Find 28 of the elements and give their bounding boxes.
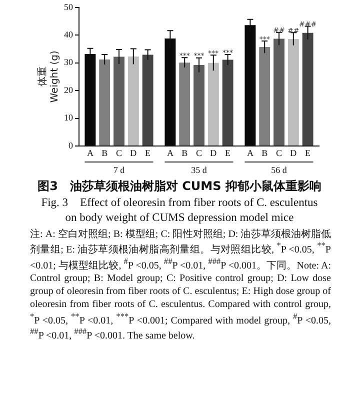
text: E [305,148,311,158]
y-tick-label: 20 [64,84,74,95]
text: E [225,148,231,158]
text: D [290,148,297,158]
y-tick-label: 0 [68,140,74,150]
text: A [166,148,174,158]
text: D [210,148,217,158]
text: 图3 油莎草须根油树脂对 CUMS 抑郁小鼠体重影响 [36,178,322,195]
text: 注: A: 空白对照组; B: 模型组; C: 阳性对照组; D: 油莎草须根油树脂低剂量组; E: 油莎草须根油树脂高剂量组。与对照组比较, $^{*}$P <0.05, $^{**}$P <0.01; 与模型组比较, $^{#}$P <0.05, $^{##}$P <0.01, $^{###}$P <0.001。下同。Note: A: Control group; B: Model group; C: Positive control group; D: Low dose group of oleoresin from fiber roots of C. esculentus; E: High dose group of oleoresin from fiber roots of C. esculentus. Compared with control group, $^{*}$P <0.05, $^{**}$P <0.01, $^{***}$P <0.001; Compared with model group, $^{#}$P <0.05, $^{##}$P <0.01, $^{###}$P <0.001. The same below. [30,228,331,342]
text: C [196,148,202,158]
series-label: A [86,148,94,158]
text: A [246,148,254,158]
y-tick-label: 50 [64,2,74,12]
series-label: D [130,148,138,158]
text: C [276,148,282,158]
y-axis-title: 体重 Weight (g) [36,50,61,103]
text: B [182,148,188,158]
x-tick-label: 35 d [191,164,208,175]
y-tick-label: 40 [64,29,74,40]
x-tick-label: 56 d [271,164,288,175]
y-tick-label: 10 [64,112,74,123]
series-label: E [145,148,152,158]
y-tick-label: 30 [64,57,74,68]
series-label: B [102,148,108,158]
series-label: C [116,148,122,158]
text: Fig. 3 Effect of oleoresin from fiber roots of C. esculentus on body weight of CUMS depression model mice [40,196,319,226]
x-tick-label: 7 d [113,164,126,175]
text: B [262,148,268,158]
